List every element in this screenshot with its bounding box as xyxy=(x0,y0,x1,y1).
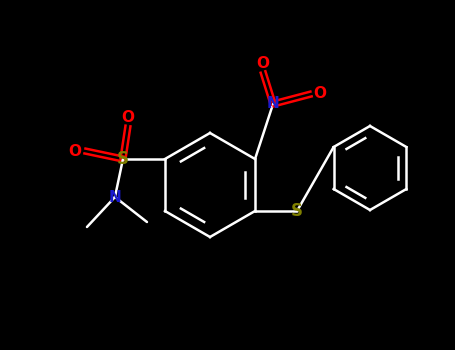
Text: O: O xyxy=(313,86,327,102)
Text: O: O xyxy=(121,110,135,125)
Text: N: N xyxy=(267,97,279,112)
Text: O: O xyxy=(68,144,81,159)
Text: N: N xyxy=(109,189,121,204)
Text: S: S xyxy=(117,150,129,168)
Text: S: S xyxy=(291,202,303,220)
Text: O: O xyxy=(257,56,269,71)
